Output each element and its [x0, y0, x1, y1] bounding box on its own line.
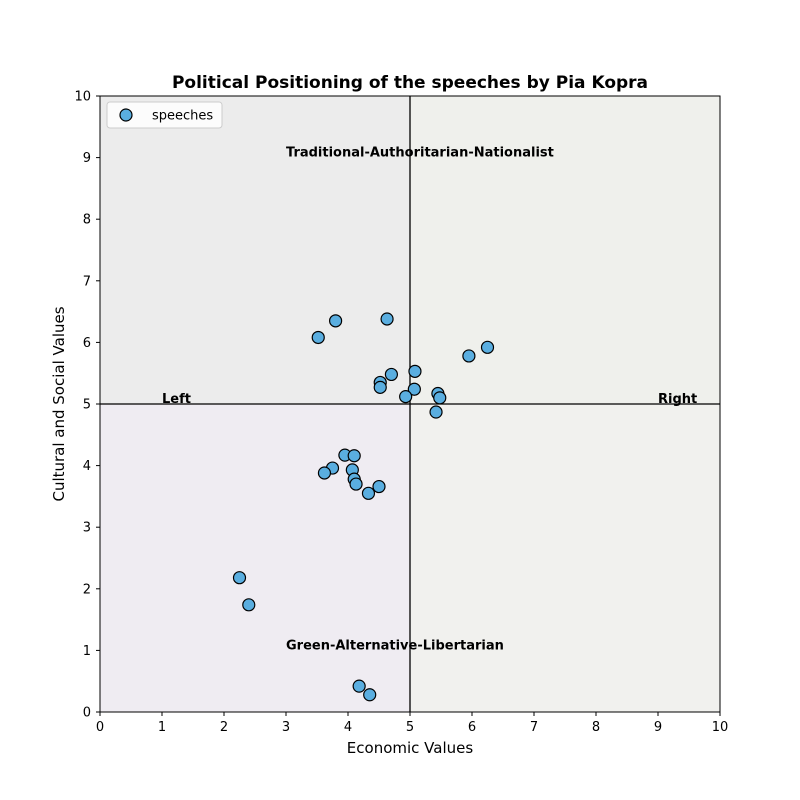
y-axis-ticks: 0 1 2 3 4 5 6 7 8 9 10	[74, 90, 100, 721]
quadrant-annotation: Right	[658, 392, 697, 407]
data-point	[242, 598, 256, 612]
data-point	[480, 340, 495, 354]
data-point	[373, 380, 387, 394]
data-point	[408, 364, 422, 378]
x-tick-label: 10	[712, 720, 729, 735]
data-point	[399, 390, 413, 404]
x-axis-ticks: 0 1 2 3 4 5 6 7 8 9 10	[96, 712, 728, 735]
quadrant-top-right	[410, 96, 720, 404]
data-point	[372, 479, 386, 494]
quadrant-backgrounds	[100, 96, 720, 712]
legend-box	[106, 101, 223, 129]
data-point	[361, 486, 376, 500]
data-point	[347, 449, 361, 463]
data-point	[311, 330, 325, 345]
y-tick-label: 8	[83, 213, 91, 228]
data-point	[352, 679, 366, 693]
y-axis-label: Cultural and Social Values	[50, 306, 68, 501]
quadrant-bottom-left	[100, 404, 410, 712]
x-tick-label: 8	[592, 720, 600, 735]
x-tick-label: 0	[96, 720, 104, 735]
x-axis-label: Economic Values	[347, 739, 474, 757]
legend: speeches	[106, 101, 223, 129]
y-tick-label: 2	[83, 582, 91, 597]
quadrant-top-left	[100, 96, 410, 404]
y-tick-label: 0	[83, 706, 91, 721]
quadrant-annotation: Green-Alternative-Libertarian	[286, 638, 504, 653]
y-tick-label: 9	[83, 151, 91, 166]
quadrant-annotation: Left	[162, 392, 191, 407]
chart-title: Political Positioning of the speeches by…	[172, 73, 648, 93]
x-tick-label: 9	[654, 720, 662, 735]
data-point	[462, 349, 476, 363]
y-tick-label: 6	[83, 336, 91, 351]
data-point	[380, 312, 394, 326]
quadrant-bottom-right	[410, 404, 720, 712]
x-tick-label: 3	[282, 720, 290, 735]
center-lines	[100, 96, 720, 712]
x-tick-label: 7	[530, 720, 538, 735]
y-tick-label: 4	[83, 459, 91, 474]
data-point	[433, 391, 447, 405]
x-tick-label: 4	[344, 720, 352, 735]
x-tick-label: 1	[158, 720, 166, 735]
data-point	[407, 382, 421, 396]
x-tick-label: 5	[406, 720, 414, 735]
data-point	[363, 688, 377, 702]
quadrant-annotation: Traditional-Authoritarian-Nationalist	[286, 146, 554, 161]
data-point	[429, 405, 443, 419]
data-point	[317, 466, 332, 480]
x-tick-label: 6	[468, 720, 476, 735]
legend-label: speeches	[152, 109, 213, 124]
y-tick-label: 3	[83, 521, 91, 536]
data-points	[232, 312, 495, 702]
x-tick-label: 2	[220, 720, 228, 735]
y-tick-label: 1	[83, 644, 91, 659]
y-tick-label: 10	[74, 90, 91, 105]
data-point	[384, 367, 398, 382]
y-tick-label: 7	[83, 274, 91, 289]
data-point	[329, 314, 343, 328]
y-tick-label: 5	[83, 398, 91, 413]
data-point	[349, 477, 363, 491]
legend-marker	[119, 108, 133, 122]
data-point	[232, 571, 247, 585]
quadrant-annotations: Traditional-Authoritarian-Nationalist Gre…	[162, 146, 697, 654]
